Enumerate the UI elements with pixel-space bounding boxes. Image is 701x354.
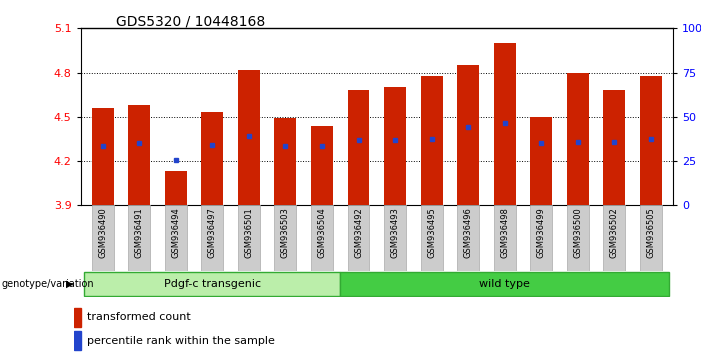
Bar xyxy=(567,73,589,205)
FancyBboxPatch shape xyxy=(340,272,669,296)
Bar xyxy=(348,90,369,205)
FancyBboxPatch shape xyxy=(274,205,297,271)
FancyBboxPatch shape xyxy=(421,205,442,271)
FancyBboxPatch shape xyxy=(128,205,150,271)
FancyBboxPatch shape xyxy=(84,272,340,296)
Text: ▶: ▶ xyxy=(66,279,74,289)
Bar xyxy=(274,118,297,205)
Text: GSM936502: GSM936502 xyxy=(610,207,619,258)
Text: GSM936499: GSM936499 xyxy=(537,207,546,258)
Text: GSM936504: GSM936504 xyxy=(318,207,327,258)
FancyBboxPatch shape xyxy=(457,205,479,271)
Text: wild type: wild type xyxy=(479,279,530,289)
Bar xyxy=(531,117,552,205)
Bar xyxy=(421,75,442,205)
FancyBboxPatch shape xyxy=(165,205,186,271)
Text: percentile rank within the sample: percentile rank within the sample xyxy=(87,336,275,346)
Text: GSM936505: GSM936505 xyxy=(646,207,655,258)
Text: Pdgf-c transgenic: Pdgf-c transgenic xyxy=(164,279,261,289)
FancyBboxPatch shape xyxy=(311,205,333,271)
FancyBboxPatch shape xyxy=(494,205,516,271)
Text: GSM936500: GSM936500 xyxy=(573,207,583,258)
Bar xyxy=(457,65,479,205)
FancyBboxPatch shape xyxy=(92,205,114,271)
Text: GSM936496: GSM936496 xyxy=(463,207,472,258)
FancyBboxPatch shape xyxy=(604,205,625,271)
Bar xyxy=(92,108,114,205)
Bar xyxy=(494,43,516,205)
Text: GSM936491: GSM936491 xyxy=(135,207,144,258)
Bar xyxy=(384,87,406,205)
Bar xyxy=(74,331,81,350)
FancyBboxPatch shape xyxy=(348,205,369,271)
Text: GSM936497: GSM936497 xyxy=(207,207,217,258)
FancyBboxPatch shape xyxy=(531,205,552,271)
Bar xyxy=(201,113,223,205)
FancyBboxPatch shape xyxy=(238,205,260,271)
Text: genotype/variation: genotype/variation xyxy=(1,279,94,289)
Text: GSM936498: GSM936498 xyxy=(501,207,509,258)
Text: GSM936494: GSM936494 xyxy=(171,207,180,258)
Text: GSM936492: GSM936492 xyxy=(354,207,363,258)
Bar xyxy=(165,171,186,205)
Bar xyxy=(74,308,81,327)
FancyBboxPatch shape xyxy=(640,205,662,271)
Text: GDS5320 / 10448168: GDS5320 / 10448168 xyxy=(116,14,265,28)
Bar xyxy=(311,126,333,205)
Bar xyxy=(238,70,260,205)
Text: GSM936503: GSM936503 xyxy=(281,207,290,258)
Bar xyxy=(604,90,625,205)
Text: GSM936493: GSM936493 xyxy=(390,207,400,258)
Text: GSM936490: GSM936490 xyxy=(98,207,107,258)
Bar xyxy=(128,105,150,205)
FancyBboxPatch shape xyxy=(201,205,223,271)
Text: GSM936495: GSM936495 xyxy=(427,207,436,258)
Text: transformed count: transformed count xyxy=(87,312,191,322)
Bar xyxy=(640,75,662,205)
FancyBboxPatch shape xyxy=(384,205,406,271)
Text: GSM936501: GSM936501 xyxy=(245,207,253,258)
FancyBboxPatch shape xyxy=(567,205,589,271)
